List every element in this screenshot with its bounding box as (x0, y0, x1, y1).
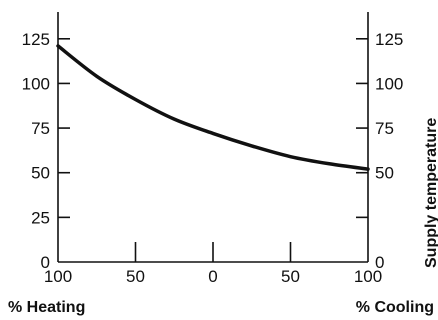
x-tick-label: 100 (44, 267, 72, 286)
supply-temperature-curve (56, 44, 370, 171)
x-tick-label: 100 (354, 267, 382, 286)
x-ticks: 100 50 0 50 100 (44, 242, 382, 286)
left-y-tick-label: 75 (31, 119, 50, 138)
right-y-ticks: 0 50 75 100 125 (356, 30, 403, 272)
left-y-ticks: 0 25 50 75 100 125 (22, 30, 70, 272)
left-y-tick-label: 100 (22, 74, 50, 93)
y-axis-label-supply-temperature: Supply temperature (423, 118, 438, 268)
x-axis-label-cooling: % Cooling (356, 299, 434, 316)
right-y-tick-label: 50 (375, 164, 394, 183)
x-tick-label: 0 (208, 267, 217, 286)
left-y-tick-label: 0 (41, 253, 50, 272)
right-y-tick-label: 125 (375, 30, 403, 49)
right-y-tick-label: 0 (375, 253, 384, 272)
left-y-tick-label: 50 (31, 164, 50, 183)
right-y-tick-label: 100 (375, 74, 403, 93)
left-y-tick-label: 25 (31, 208, 50, 227)
right-y-tick-label: 75 (375, 119, 394, 138)
axes-group (57, 12, 369, 263)
x-tick-label: 50 (281, 267, 300, 286)
x-tick-label: 50 (126, 267, 145, 286)
left-y-tick-label: 125 (22, 30, 50, 49)
x-axis-label-heating: % Heating (8, 299, 85, 316)
